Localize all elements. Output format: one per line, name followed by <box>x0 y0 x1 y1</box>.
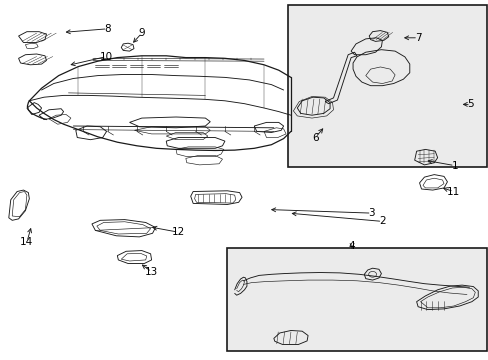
Text: 4: 4 <box>348 240 355 251</box>
Bar <box>287 5 486 167</box>
Text: 9: 9 <box>138 28 145 38</box>
Text: 10: 10 <box>100 51 113 62</box>
Text: 3: 3 <box>367 208 374 218</box>
Text: 7: 7 <box>414 33 421 43</box>
Text: 8: 8 <box>104 24 111 34</box>
Text: 11: 11 <box>446 186 460 197</box>
Text: 2: 2 <box>378 216 385 226</box>
Text: 14: 14 <box>20 237 34 247</box>
Text: 5: 5 <box>467 99 473 109</box>
Bar <box>227 248 486 351</box>
Text: 13: 13 <box>144 267 158 277</box>
Text: 1: 1 <box>450 161 457 171</box>
Text: 6: 6 <box>311 132 318 143</box>
Text: 12: 12 <box>171 227 185 237</box>
